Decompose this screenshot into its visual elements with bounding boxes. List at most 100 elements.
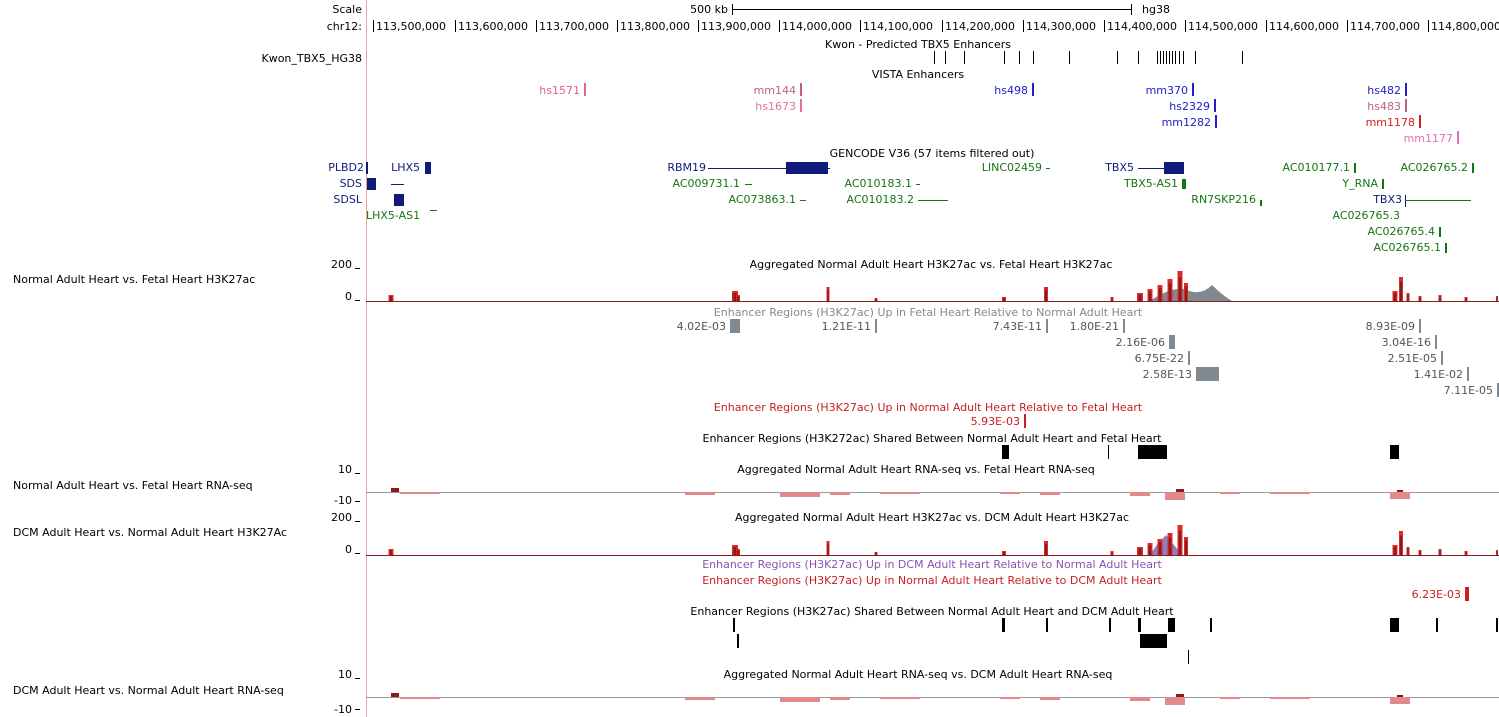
kwon-enhancer[interactable] xyxy=(945,51,946,64)
fetal-up-pvalue[interactable]: 1.21E-11 xyxy=(821,320,871,333)
gene-label[interactable]: AC026765.2 xyxy=(1400,161,1469,174)
kwon-enhancer[interactable] xyxy=(1157,51,1158,64)
kwon-enhancer[interactable] xyxy=(964,51,965,64)
gene-model[interactable] xyxy=(745,184,752,185)
shared-dcm-region[interactable] xyxy=(1436,618,1438,632)
kwon-enhancer[interactable] xyxy=(1019,51,1020,64)
kwon-enhancer[interactable] xyxy=(1138,51,1139,64)
gene-model[interactable] xyxy=(1354,163,1356,173)
kwon-enhancer[interactable] xyxy=(1183,51,1184,64)
kwon-enhancer[interactable] xyxy=(1117,51,1118,64)
gene-model[interactable] xyxy=(918,200,948,201)
kwon-enhancer[interactable] xyxy=(1172,51,1173,64)
rna-dcm-side-label[interactable]: DCM Adult Heart vs. Normal Adult Heart R… xyxy=(13,684,284,697)
fetal-up-region[interactable] xyxy=(1419,319,1421,333)
fetal-up-pvalue[interactable]: 4.02E-03 xyxy=(676,320,726,333)
gene-model[interactable] xyxy=(1046,168,1050,169)
vista-enhancer[interactable] xyxy=(1215,115,1217,128)
adult-up-fetal-region[interactable] xyxy=(1024,414,1026,428)
gene-label[interactable]: RBM19 xyxy=(667,161,706,174)
gene-label[interactable]: AC010177.1 xyxy=(1282,161,1351,174)
shared-dcm-region[interactable] xyxy=(737,634,739,648)
adult-up-dcm-pvalue[interactable]: 6.23E-03 xyxy=(1411,588,1461,601)
shared-dcm-region[interactable] xyxy=(1002,618,1005,632)
fetal-up-region[interactable] xyxy=(1196,367,1219,381)
gene-model[interactable] xyxy=(1405,200,1471,201)
fetal-up-region[interactable] xyxy=(1467,367,1469,381)
gene-label[interactable]: AC073863.1 xyxy=(728,193,797,206)
gene-label[interactable]: SDS xyxy=(339,177,362,190)
gene-model[interactable] xyxy=(708,168,830,169)
kwon-enhancer[interactable] xyxy=(1004,51,1005,64)
fetal-up-pvalue[interactable]: 1.80E-21 xyxy=(1069,320,1119,333)
shared-dcm-region[interactable] xyxy=(1390,618,1399,632)
gene-model[interactable] xyxy=(1439,227,1441,237)
fetal-up-region[interactable] xyxy=(1497,383,1499,397)
vista-label[interactable]: hs498 xyxy=(994,84,1028,97)
vista-enhancer[interactable] xyxy=(1419,115,1421,128)
vista-label[interactable]: hs2329 xyxy=(1169,100,1210,113)
ruler-tick[interactable] xyxy=(536,20,537,32)
vista-enhancer[interactable] xyxy=(1457,131,1459,144)
vista-label[interactable]: mm1282 xyxy=(1161,116,1211,129)
adult-up-dcm-features[interactable]: 6.23E-03 xyxy=(0,586,1499,602)
gene-label[interactable]: LINC02459 xyxy=(981,161,1042,174)
fetal-up-pvalue[interactable]: 2.16E-06 xyxy=(1115,336,1165,349)
gene-label[interactable]: PLBD2 xyxy=(328,161,364,174)
kwon-enhancer[interactable] xyxy=(1069,51,1070,64)
gene-model[interactable] xyxy=(366,162,368,174)
ruler-tick[interactable] xyxy=(1185,20,1186,32)
ruler-tick[interactable] xyxy=(373,20,374,32)
shared-dcm-region[interactable] xyxy=(1210,618,1212,632)
fetal-up-pvalue[interactable]: 6.75E-22 xyxy=(1134,352,1184,365)
shared-dcm-region[interactable] xyxy=(1140,634,1167,648)
gene-label[interactable]: LHX5-AS1 xyxy=(366,209,421,222)
gene-label[interactable]: Y_RNA xyxy=(1342,177,1378,190)
fetal-up-region[interactable] xyxy=(1123,319,1125,333)
gene-label[interactable]: TBX5 xyxy=(1105,161,1134,174)
vista-enhancer[interactable] xyxy=(800,83,802,96)
shared-dcm-region[interactable] xyxy=(1109,618,1111,632)
fetal-up-region[interactable] xyxy=(730,319,740,333)
ruler-tick[interactable] xyxy=(1347,20,1348,32)
fetal-up-region[interactable] xyxy=(1435,335,1437,349)
shared-fetal-region[interactable] xyxy=(1390,445,1399,459)
kwon-enhancer[interactable] xyxy=(1169,51,1170,64)
kwon-enhancer[interactable] xyxy=(1242,51,1243,64)
shared-dcm-region[interactable] xyxy=(733,618,735,632)
vista-label[interactable]: mm144 xyxy=(753,84,796,97)
gene-label[interactable]: AC026765.1 xyxy=(1373,241,1442,254)
vista-label[interactable]: hs482 xyxy=(1367,84,1401,97)
ruler-tick[interactable] xyxy=(698,20,699,32)
position-ruler[interactable]: 113,500,000 113,600,000 113,700,000 113,800… xyxy=(0,18,1499,36)
adult-up-fetal-features[interactable]: 5.93E-03 xyxy=(0,413,1499,429)
vista-features[interactable]: hs1571 mm144 hs1673 hs498 mm370 hs2329 mm1282 h… xyxy=(0,80,1499,146)
gene-model[interactable] xyxy=(1164,162,1184,174)
shared-dcm-features[interactable] xyxy=(0,617,1499,667)
h3k27ac-fetal-side-label[interactable]: Normal Adult Heart vs. Fetal Heart H3K27… xyxy=(13,273,256,286)
vista-enhancer[interactable] xyxy=(1405,83,1407,96)
gene-model[interactable] xyxy=(916,184,920,185)
ruler-tick[interactable] xyxy=(779,20,780,32)
gene-label[interactable]: TBX5-AS1 xyxy=(1123,177,1178,190)
kwon-enhancer[interactable] xyxy=(1179,51,1180,64)
vista-label[interactable]: mm1177 xyxy=(1403,132,1453,145)
gene-label[interactable]: AC010183.2 xyxy=(846,193,915,206)
shared-dcm-region[interactable] xyxy=(1168,618,1175,632)
gene-label[interactable]: LHX5 xyxy=(391,161,420,174)
shared-fetal-region[interactable] xyxy=(1108,445,1109,459)
fetal-up-pvalue[interactable]: 7.43E-11 xyxy=(992,320,1042,333)
gene-model[interactable] xyxy=(1405,195,1406,207)
shared-fetal-features[interactable] xyxy=(0,444,1499,460)
kwon-enhancer[interactable] xyxy=(934,51,935,64)
shared-fetal-region[interactable] xyxy=(1002,445,1009,459)
gencode-features[interactable]: PLBD2 SDS SDSL LHX5 LHX5-AS1 RBM19 AC009731.1 A… xyxy=(0,158,1499,256)
kwon-enhancer[interactable] xyxy=(1033,51,1034,64)
ruler-tick[interactable] xyxy=(1023,20,1024,32)
vista-label[interactable]: mm1178 xyxy=(1365,116,1415,129)
gene-model[interactable] xyxy=(394,194,404,206)
kwon-enhancer[interactable] xyxy=(1160,51,1161,64)
fetal-up-pvalue[interactable]: 2.51E-05 xyxy=(1387,352,1437,365)
